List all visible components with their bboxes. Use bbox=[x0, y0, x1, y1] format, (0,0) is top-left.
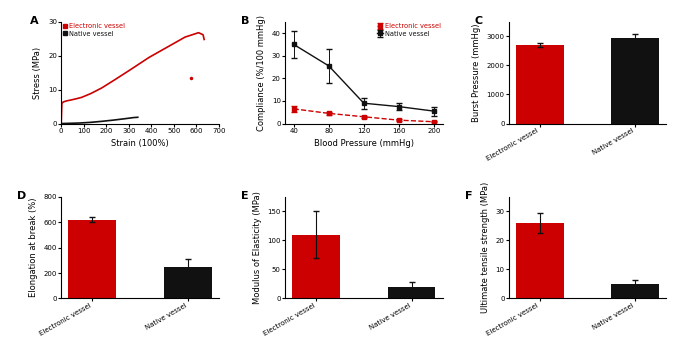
X-axis label: Strain (100%): Strain (100%) bbox=[111, 139, 169, 148]
Text: F: F bbox=[464, 191, 472, 201]
Y-axis label: Elongation at break (%): Elongation at break (%) bbox=[29, 198, 38, 297]
Bar bbox=[388, 287, 435, 298]
Bar bbox=[516, 223, 564, 298]
Legend: Electronic vessel, Native vessel: Electronic vessel, Native vessel bbox=[63, 23, 124, 36]
Bar bbox=[292, 234, 340, 298]
Text: D: D bbox=[17, 191, 27, 201]
Bar bbox=[69, 219, 116, 298]
Y-axis label: Compliance (%/100 mmHg): Compliance (%/100 mmHg) bbox=[257, 15, 267, 131]
X-axis label: Blood Pressure (mmHg): Blood Pressure (mmHg) bbox=[313, 139, 414, 148]
Text: E: E bbox=[241, 191, 248, 201]
Bar bbox=[516, 45, 564, 123]
Text: C: C bbox=[474, 16, 482, 26]
Bar bbox=[611, 284, 659, 298]
Y-axis label: Stress (MPa): Stress (MPa) bbox=[33, 47, 42, 99]
Y-axis label: Modulus of Elasticity (MPa): Modulus of Elasticity (MPa) bbox=[253, 191, 262, 304]
Bar bbox=[611, 38, 659, 123]
Y-axis label: Ultimate tensile strength (MPa): Ultimate tensile strength (MPa) bbox=[481, 182, 490, 313]
Legend: Electronic vessel, Native vessel: Electronic vessel, Native vessel bbox=[377, 23, 441, 36]
Text: B: B bbox=[241, 16, 250, 26]
Bar bbox=[164, 267, 211, 298]
Text: A: A bbox=[30, 16, 38, 26]
Y-axis label: Burst Pressure (mmHg): Burst Pressure (mmHg) bbox=[472, 23, 481, 122]
